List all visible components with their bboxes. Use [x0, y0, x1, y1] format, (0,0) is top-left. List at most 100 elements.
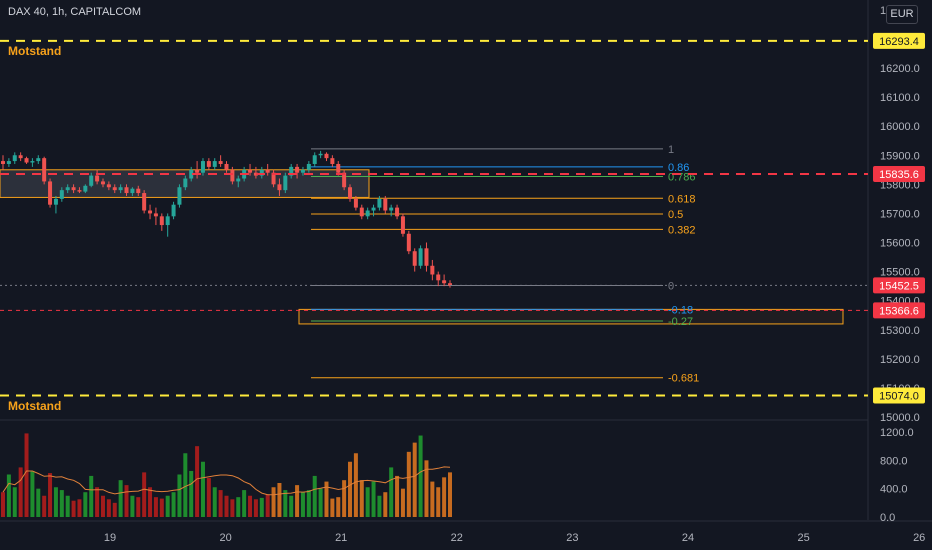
volume-bar	[177, 474, 182, 517]
volume-bar	[424, 460, 429, 517]
candle-body	[130, 188, 135, 194]
candle-body	[400, 216, 405, 234]
fib-level-label: 0.382	[668, 224, 696, 236]
volume-bar	[318, 488, 323, 517]
price-badge	[873, 387, 925, 404]
candle-body	[171, 204, 176, 217]
target-zone-box	[298, 308, 844, 325]
candle-body	[65, 187, 70, 191]
candle-body	[312, 155, 317, 164]
volume-bar	[200, 461, 205, 517]
volume-bar	[336, 497, 341, 517]
candle-body	[159, 216, 164, 226]
volume-bar	[330, 498, 335, 517]
candle-body	[36, 158, 41, 162]
candle-body	[142, 193, 147, 211]
volume-bar	[153, 497, 158, 517]
time-tick-label: 24	[682, 532, 694, 544]
volume-bar	[36, 488, 41, 517]
volume-bar	[77, 499, 82, 517]
candle-body	[265, 169, 270, 173]
volume-bar	[324, 481, 329, 517]
volume-bar	[71, 500, 76, 517]
price-badge-label: 15074.0	[879, 390, 919, 402]
candle-body	[148, 210, 153, 214]
volume-bar	[106, 499, 111, 517]
volume-bar	[342, 480, 347, 517]
candle-body	[106, 184, 111, 188]
volume-bar	[306, 490, 311, 517]
candle-body	[371, 207, 376, 211]
fib-level-label: 0.86	[668, 162, 689, 174]
fib-level-label: 0.5	[668, 209, 683, 221]
volume-bar	[30, 470, 35, 517]
candle-body	[406, 233, 411, 252]
volume-bar	[183, 453, 188, 517]
volume-bar	[377, 495, 382, 517]
volume-bar	[89, 475, 94, 517]
volume-bar	[283, 490, 288, 517]
volume-bar	[136, 497, 141, 517]
candle-body	[42, 158, 47, 182]
volume-bar	[242, 490, 247, 517]
candle-body	[100, 181, 105, 185]
fib-level-label: -0.27	[668, 316, 693, 328]
volume-bar	[312, 475, 317, 517]
volume-bar	[130, 495, 135, 517]
volume-bar	[359, 480, 364, 517]
volume-bar	[65, 495, 70, 517]
candle-body	[289, 166, 294, 176]
volume-bar	[412, 442, 417, 517]
candle-body	[448, 283, 452, 286]
candle-body	[342, 172, 347, 188]
candle-body	[89, 175, 94, 186]
candle-body	[365, 210, 370, 217]
candle-body	[283, 175, 288, 191]
price-axis-panel	[868, 0, 932, 550]
volume-bar	[436, 487, 441, 517]
volume-bar	[365, 487, 370, 517]
currency-button[interactable]: EUR	[886, 5, 918, 24]
volume-bar	[118, 480, 123, 517]
candle-body	[136, 188, 141, 194]
volume-bar	[195, 446, 200, 517]
price-tick-label: 16200.0	[880, 63, 920, 75]
resistance-label-top: Motstand	[8, 44, 62, 58]
volume-bar	[218, 490, 223, 517]
candle-body	[295, 166, 300, 173]
price-badge-label: 15835.6	[879, 169, 919, 181]
candle-body	[306, 163, 311, 170]
candle-body	[324, 153, 329, 159]
price-badge	[873, 165, 925, 182]
candle-body	[430, 265, 435, 275]
candle-body	[59, 190, 64, 199]
volume-bar	[448, 472, 452, 517]
candle-body	[200, 161, 205, 173]
candle-body	[124, 187, 129, 194]
volume-tick-label: 400.0	[880, 484, 908, 496]
candle-body	[53, 198, 58, 205]
candle-body	[442, 280, 447, 284]
candle-body	[189, 169, 194, 179]
volume-bar	[83, 492, 88, 517]
candle-body	[277, 184, 282, 191]
volume-bar	[277, 483, 282, 517]
volume-bar	[95, 487, 100, 517]
volume-bar	[371, 481, 376, 517]
candle-body	[112, 187, 117, 191]
price-tick-label-partial: 1	[880, 5, 886, 17]
candle-body	[236, 178, 241, 182]
fib-level-label: 0	[668, 281, 674, 293]
candle-body	[300, 169, 305, 173]
chart-symbol-title: DAX 40, 1h, CAPITALCOM	[8, 6, 142, 18]
candle-body	[389, 207, 394, 211]
volume-bar	[24, 433, 29, 517]
candle-body	[18, 155, 23, 159]
price-tick-label: 15600.0	[880, 238, 920, 250]
fib-level-label: 0.618	[668, 193, 696, 205]
price-tick-label: 15800.0	[880, 179, 920, 191]
volume-tick-label: 0.0	[880, 512, 895, 524]
fib-level-label: 1	[668, 144, 674, 156]
volume-bar	[159, 498, 164, 517]
